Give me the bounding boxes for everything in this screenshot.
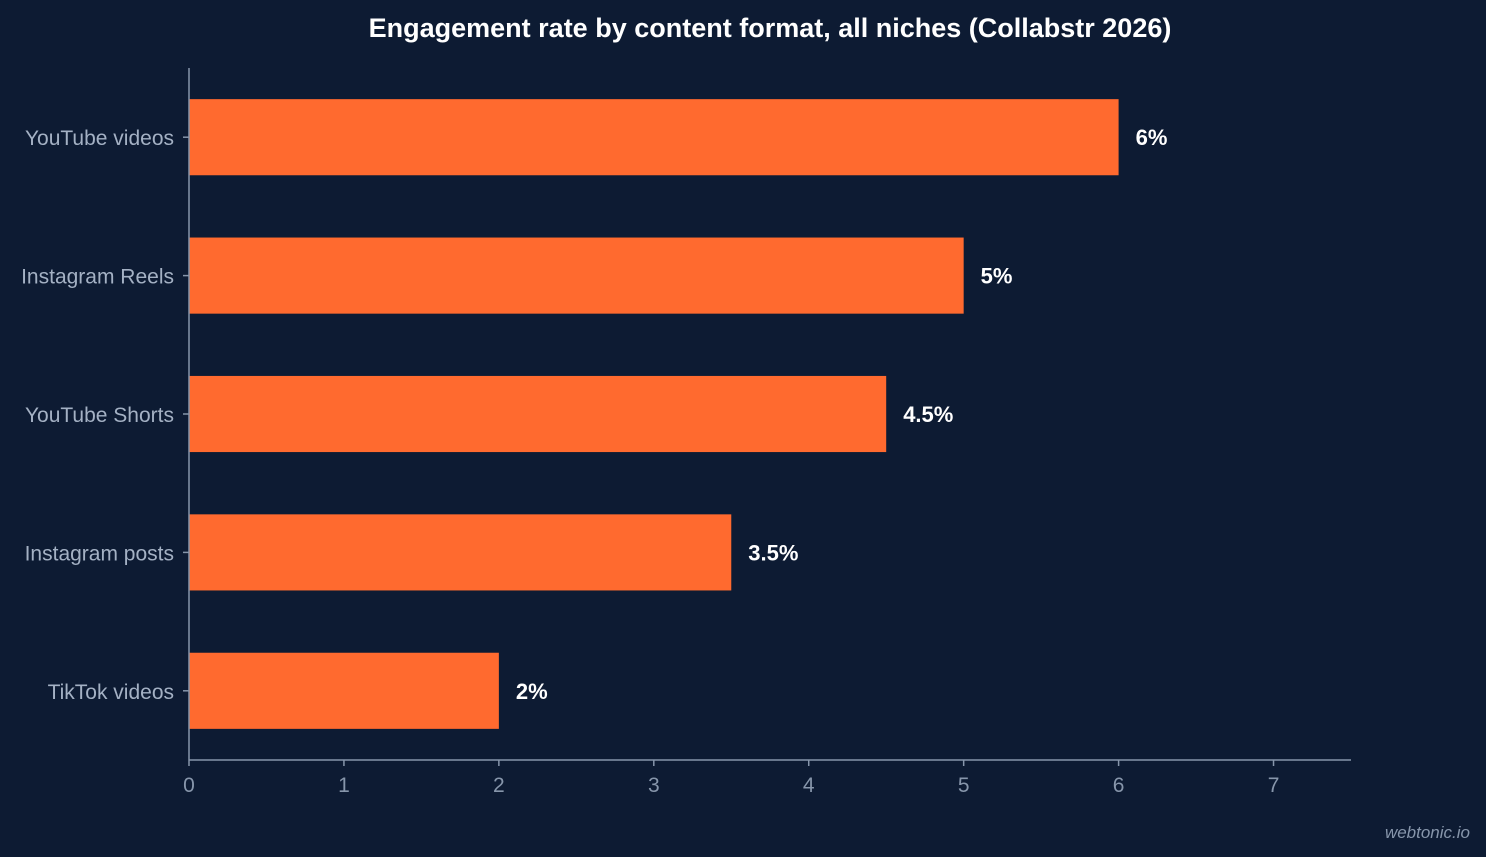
bar [189,514,732,591]
value-label: 4.5% [903,402,953,427]
x-tick-label: 4 [803,774,815,797]
x-tick-label: 2 [493,774,505,797]
chart-title: Engagement rate by content format, all n… [369,13,1172,43]
x-tick-label: 3 [648,774,660,797]
bars-group: 6% 5% 4.5% 3.5% 2% [189,99,1167,729]
category-label: YouTube Shorts [25,404,174,427]
value-label: 3.5% [748,540,798,565]
value-label: 5% [981,264,1013,289]
credit-watermark: webtonic.io [1384,823,1470,842]
x-tick-label: 0 [183,774,195,797]
category-label: Instagram Reels [21,266,174,289]
x-tick-label: 5 [958,774,970,797]
x-tick-label: 7 [1268,774,1280,797]
bar [189,375,887,453]
bar [189,99,1119,176]
category-label: Instagram posts [25,542,174,565]
bar [189,237,964,314]
category-label: TikTok videos [48,681,174,704]
bar [189,652,499,729]
category-label: YouTube videos [25,127,174,150]
axes-group: YouTube videos Instagram Reels YouTube Sho… [21,68,1351,797]
x-tick-label: 6 [1113,774,1125,797]
x-tick-label: 1 [338,774,350,797]
value-label: 6% [1136,125,1168,150]
value-label: 2% [516,679,548,704]
